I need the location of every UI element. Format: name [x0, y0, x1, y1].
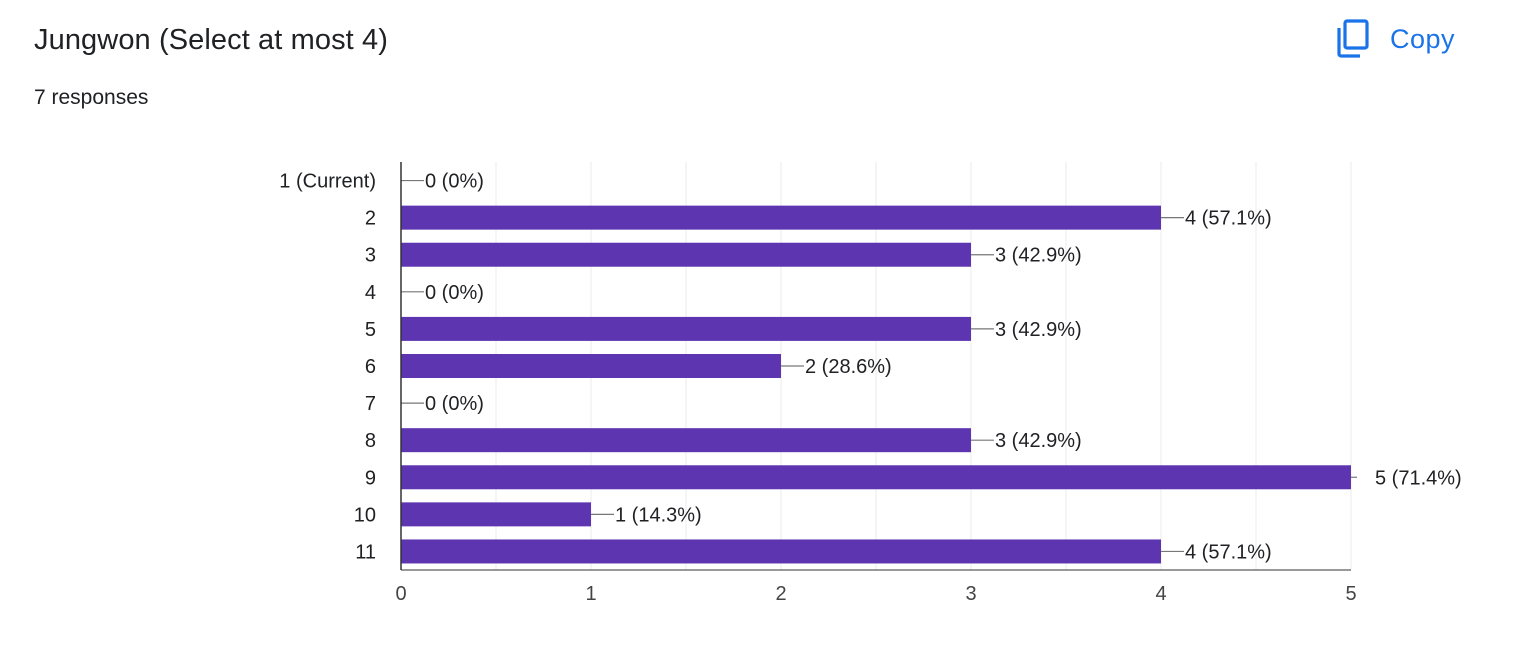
category-label: 7 [365, 393, 376, 415]
x-tick-label: 4 [1155, 583, 1166, 605]
category-label: 11 [355, 541, 376, 563]
data-label: 5 (71.4%) [1375, 467, 1462, 489]
chart-title: Jungwon (Select at most 4) [34, 24, 388, 56]
category-label: 9 [365, 467, 376, 489]
copy-button[interactable]: Copy [1330, 14, 1480, 64]
category-label: 1 (Current) [279, 171, 376, 193]
data-label: 3 (42.9%) [995, 245, 1082, 267]
bar [401, 316, 971, 341]
category-label: 8 [365, 430, 376, 452]
bar [401, 242, 971, 267]
data-label: 3 (42.9%) [995, 430, 1082, 452]
category-label: 10 [354, 504, 376, 526]
x-tick-label: 5 [1345, 583, 1356, 605]
bar-chart: 0 (0%) 1 (Current) 4 (57.1%) 2 3 (42.9%) 3 0 (… [0, 140, 1514, 620]
data-label: 0 (0%) [425, 282, 484, 304]
data-label: 1 (14.3%) [615, 504, 702, 526]
bar [401, 205, 1161, 230]
x-tick-label: 2 [775, 583, 786, 605]
bar [401, 428, 971, 453]
data-label: 0 (0%) [425, 171, 484, 193]
response-count: 7 responses [34, 86, 149, 109]
copy-icon [1336, 19, 1370, 59]
data-label: 4 (57.1%) [1185, 541, 1272, 563]
bar-chart-svg: 0 (0%) 1 (Current) 4 (57.1%) 2 3 (42.9%) 3 0 (… [279, 162, 1462, 605]
data-label: 2 (28.6%) [805, 356, 892, 378]
x-tick-label: 0 [395, 583, 406, 605]
x-tick-label: 3 [965, 583, 976, 605]
bar [401, 354, 781, 378]
category-label: 6 [365, 356, 376, 378]
bar [401, 539, 1161, 564]
bar [401, 502, 591, 527]
x-tick-label: 1 [585, 583, 596, 605]
category-label: 2 [365, 208, 376, 230]
category-label: 5 [365, 319, 376, 341]
data-label: 3 (42.9%) [995, 319, 1082, 341]
bar [401, 465, 1351, 490]
category-label: 3 [365, 245, 376, 267]
copy-label: Copy [1390, 23, 1456, 54]
data-label: 4 (57.1%) [1185, 208, 1272, 230]
data-label: 0 (0%) [425, 393, 484, 415]
category-label: 4 [365, 282, 376, 304]
